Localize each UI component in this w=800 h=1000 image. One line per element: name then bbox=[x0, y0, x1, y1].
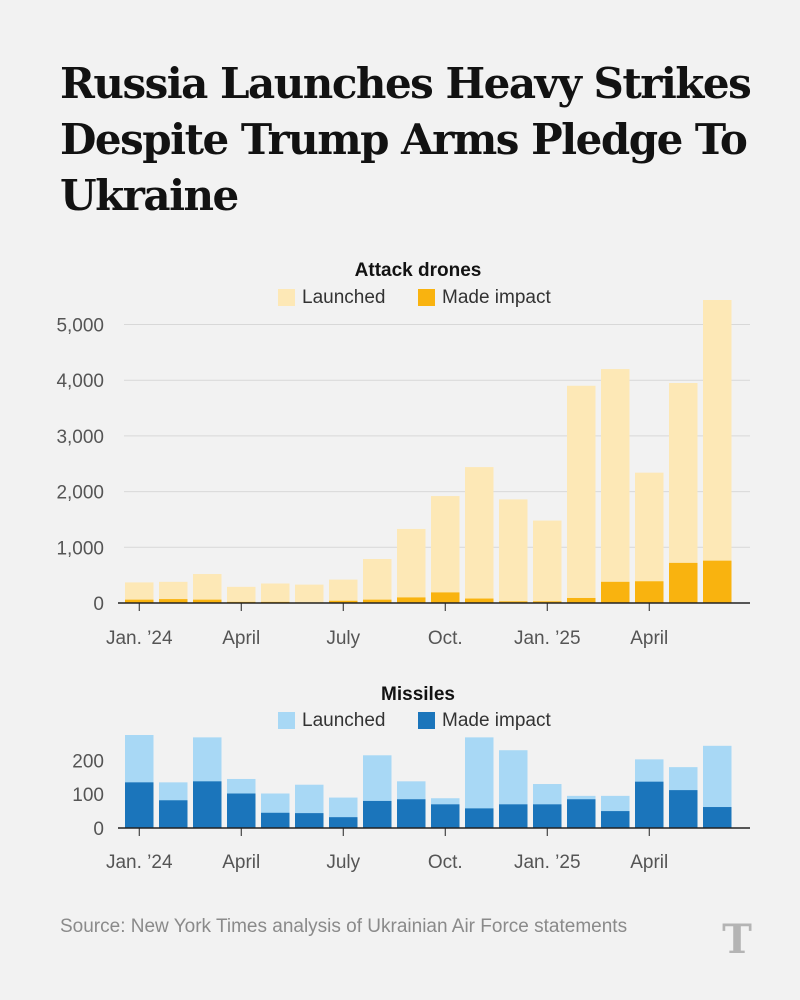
drones-x-tick-label: July bbox=[326, 628, 360, 649]
drones-bar-launched bbox=[363, 558, 392, 603]
drones-chart-title: Attack drones bbox=[355, 260, 482, 281]
missiles-bar-impact bbox=[193, 781, 222, 828]
drones-bar-launched bbox=[397, 528, 426, 603]
drones-bar-impact bbox=[567, 597, 596, 603]
drones-bar-impact bbox=[193, 599, 222, 603]
drones-bar-impact bbox=[465, 598, 494, 603]
drones-bar-launched bbox=[125, 582, 154, 603]
drones-x-tick-label: Oct. bbox=[428, 628, 463, 649]
missiles-legend-label-made-impact: Made impact bbox=[442, 710, 551, 731]
drones-bar-impact bbox=[329, 600, 358, 603]
drones-y-tick-label: 0 bbox=[93, 594, 104, 615]
missiles-y-tick-label: 200 bbox=[72, 751, 104, 772]
missiles-bar-impact bbox=[295, 813, 324, 828]
missiles-legend-label-launched: Launched bbox=[302, 710, 385, 731]
drones-bar-launched bbox=[261, 583, 290, 603]
missiles-bar-impact bbox=[159, 800, 188, 828]
missiles-y-tick-label: 100 bbox=[72, 785, 104, 806]
drones-legend-label-launched: Launched bbox=[302, 287, 385, 308]
nyt-logo-icon: T bbox=[722, 916, 752, 963]
missiles-y-tick-label: 0 bbox=[93, 819, 104, 840]
drones-bar-launched bbox=[567, 385, 596, 603]
drones-x-tick-label: April bbox=[630, 628, 668, 649]
source-note: Source: New York Times analysis of Ukrai… bbox=[60, 916, 628, 937]
drones-bar-launched bbox=[159, 581, 188, 603]
drones-y-tick-label: 3,000 bbox=[56, 427, 104, 448]
drones-y-tick-label: 1,000 bbox=[56, 538, 104, 559]
drones-bar-impact bbox=[499, 601, 528, 603]
missiles-bar-impact bbox=[499, 804, 528, 828]
drones-bar-impact bbox=[601, 581, 630, 603]
drones-bar-launched bbox=[329, 579, 358, 603]
drones-bar-impact bbox=[363, 599, 392, 603]
missiles-bar-impact bbox=[635, 781, 664, 828]
drones-bar-launched bbox=[703, 300, 732, 603]
drones-legend-swatch-launched bbox=[278, 289, 295, 306]
drones-bar-launched bbox=[295, 584, 324, 603]
missiles-legend-swatch-made-impact bbox=[418, 712, 435, 729]
missiles-bar-impact bbox=[397, 799, 426, 828]
missiles-bar-impact bbox=[703, 807, 732, 828]
drones-legend-label-made-impact: Made impact bbox=[442, 287, 551, 308]
drones-x-tick-label: April bbox=[222, 628, 260, 649]
missiles-bar-impact bbox=[465, 808, 494, 828]
drones-y-tick-label: 2,000 bbox=[56, 483, 104, 504]
drones-legend-swatch-made-impact bbox=[418, 289, 435, 306]
missiles-bar-impact bbox=[567, 799, 596, 828]
drones-bar-launched bbox=[499, 499, 528, 603]
drones-bar-launched bbox=[227, 586, 256, 603]
chart-headline: Russia Launches Heavy Strikes Despite Tr… bbox=[60, 59, 752, 220]
missiles-x-tick-label: Oct. bbox=[428, 852, 463, 873]
missiles-bar-impact bbox=[329, 817, 358, 828]
drones-y-tick-label: 5,000 bbox=[56, 316, 104, 337]
missiles-bar-impact bbox=[227, 793, 256, 828]
missiles-bar-impact bbox=[669, 790, 698, 828]
missiles-x-tick-label: Jan. ’24 bbox=[106, 852, 173, 873]
drones-bar-impact bbox=[397, 597, 426, 603]
drones-y-tick-label: 4,000 bbox=[56, 371, 104, 392]
missiles-bar-impact bbox=[125, 782, 154, 828]
missiles-x-tick-label: April bbox=[630, 852, 668, 873]
drones-bar-launched bbox=[431, 496, 460, 603]
missiles-x-tick-label: April bbox=[222, 852, 260, 873]
missiles-bar-impact bbox=[533, 804, 562, 828]
drones-bar-impact bbox=[669, 562, 698, 603]
drones-bar-impact bbox=[431, 592, 460, 603]
drones-bar-launched bbox=[465, 467, 494, 603]
drones-bar-impact bbox=[159, 599, 188, 603]
missiles-bar-impact bbox=[431, 804, 460, 828]
drones-bar-impact bbox=[703, 560, 732, 603]
drones-bar-impact bbox=[125, 599, 154, 603]
drones-bar-launched bbox=[193, 574, 222, 603]
drones-x-tick-label: Jan. ’25 bbox=[514, 628, 581, 649]
drones-bar-impact bbox=[635, 581, 664, 603]
missiles-x-tick-label: July bbox=[326, 852, 360, 873]
drones-bar-impact bbox=[533, 601, 562, 603]
missiles-x-tick-label: Jan. ’25 bbox=[514, 852, 581, 873]
missiles-legend-swatch-launched bbox=[278, 712, 295, 729]
missiles-bar-impact bbox=[261, 812, 290, 828]
missiles-bar-impact bbox=[601, 811, 630, 828]
drones-bar-launched bbox=[601, 369, 630, 603]
missiles-bar-impact bbox=[363, 800, 392, 828]
drones-x-tick-label: Jan. ’24 bbox=[106, 628, 173, 649]
drones-bar-launched bbox=[533, 520, 562, 603]
missiles-chart-title: Missiles bbox=[381, 684, 455, 705]
